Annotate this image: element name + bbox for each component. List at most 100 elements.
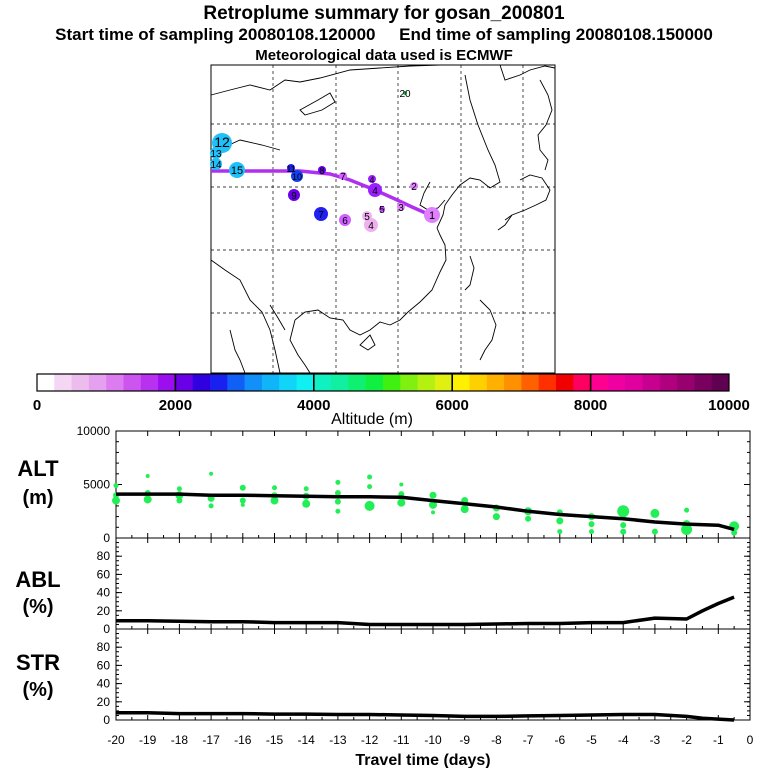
- alt-particle-point: [525, 515, 532, 522]
- y-tick-label: 40: [97, 677, 111, 691]
- map-frame: [210, 64, 556, 374]
- y-tick-label: 0: [103, 713, 110, 727]
- alt-particle-point: [650, 508, 660, 518]
- colorbar-cell: [158, 374, 176, 391]
- colorbar-cell: [504, 374, 522, 391]
- alt-particle-point: [367, 474, 373, 480]
- trajectory-marker-8: [362, 211, 372, 221]
- trajectory-marker-label: 13: [210, 149, 222, 160]
- alt-particle-point: [556, 517, 564, 525]
- x-tick-label: -17: [202, 733, 220, 747]
- panel-ylabel: STR: [16, 650, 60, 675]
- alt-particle-point: [240, 502, 245, 507]
- colorbar-cell: [677, 374, 695, 391]
- trajectory-marker-label: 1: [429, 210, 435, 222]
- colorbar-cell: [37, 374, 55, 391]
- alt-particle-point: [303, 486, 309, 492]
- panel-series-line: [116, 492, 735, 532]
- colorbar-cell: [210, 374, 228, 391]
- colorbar-cell: [625, 374, 643, 391]
- end-time-label: End time of sampling 20080108.150000: [399, 25, 713, 44]
- x-tick-label: -7: [523, 733, 534, 747]
- trajectory-marker-4: [368, 183, 382, 197]
- alt-particle-point: [620, 522, 627, 529]
- x-tick-label: -9: [459, 733, 470, 747]
- colorbar-tick-label: 0: [33, 397, 41, 414]
- alt-particle-point: [302, 499, 311, 508]
- colorbar-tick-label: 10000: [708, 397, 750, 414]
- plume-trajectory: [211, 169, 434, 219]
- y-tick-label: 80: [97, 640, 111, 654]
- y-tick-label: 60: [97, 658, 111, 672]
- trajectory-marker-2: [410, 182, 418, 190]
- alt-particle-point: [557, 529, 563, 535]
- panel-abl: 0 20 40 60 80 ABL (%): [15, 537, 751, 636]
- colorbar-cell: [331, 374, 349, 391]
- colorbar-cell: [417, 374, 436, 391]
- alt-particle-point: [397, 498, 406, 507]
- alt-particle-point: [113, 483, 119, 489]
- colorbar-cell: [71, 374, 90, 391]
- time-series-panels: 0 5000 10000 ALT (m) 0 20 40 60 80 ABL (%) 0 20 40 60 80…: [15, 424, 753, 768]
- trajectory-marker-label: 6: [342, 216, 348, 227]
- colorbar-cell: [556, 374, 574, 391]
- x-tick-label: -6: [554, 733, 565, 747]
- x-tick-label: -10: [424, 733, 442, 747]
- trajectory-marker-10: [339, 172, 347, 180]
- trajectory-marker-11: [314, 207, 328, 221]
- panel-ylabel: ABL: [15, 567, 60, 592]
- y-tick-label: 20: [97, 695, 111, 709]
- x-tick-label: -2: [681, 733, 692, 747]
- alt-particle-point: [588, 521, 595, 528]
- colorbar-cell: [590, 374, 609, 391]
- colorbar-cell: [434, 374, 453, 391]
- colorbar-cell: [296, 374, 315, 391]
- colorbar-cell: [175, 374, 194, 391]
- colorbar-tick-label: 2000: [159, 397, 192, 414]
- colorbar-cell: [659, 374, 678, 391]
- panel-ylabel: (%): [22, 596, 53, 618]
- trajectory-marker-label: 9: [291, 191, 297, 202]
- trajectory-marker-label: 2: [411, 182, 417, 193]
- panel-frame: [115, 628, 751, 721]
- colorbar-cell: [279, 374, 297, 391]
- trajectory-marker-label: 11: [286, 164, 295, 174]
- trajectory-marker-13: [288, 189, 300, 201]
- alt-particle-point: [364, 500, 375, 511]
- alt-particle-point: [620, 528, 627, 535]
- alt-particle-point: [143, 495, 152, 504]
- start-time-label: Start time of sampling 20080108.120000: [55, 25, 376, 44]
- x-tick-label: -4: [618, 733, 629, 747]
- trajectory-marker-label: 15: [231, 165, 243, 177]
- trajectory-marker-label: 14: [210, 160, 222, 171]
- x-tick-label: -12: [361, 733, 379, 747]
- x-tick-label: -13: [329, 733, 347, 747]
- y-tick-label: 20: [97, 604, 111, 618]
- x-axis-label: Travel time (days): [355, 752, 490, 768]
- alt-particle-point: [335, 508, 341, 514]
- colorbar-cell: [694, 374, 713, 391]
- trajectory-marker-5: [379, 206, 385, 212]
- colorbar-cell: [607, 374, 626, 391]
- colorbar-cell: [573, 374, 591, 391]
- alt-particle-point: [431, 510, 435, 515]
- colorbar-cell: [521, 374, 540, 391]
- alt-particle-point: [239, 484, 246, 491]
- x-tick-label: -11: [393, 733, 410, 747]
- colorbar-cell: [400, 374, 418, 391]
- trajectory-marker-label: 7: [340, 172, 346, 183]
- trajectory-marker-label: 12: [214, 134, 230, 150]
- colorbar-cell: [365, 374, 384, 391]
- x-tick-label: -15: [266, 733, 284, 747]
- alt-particle-point: [334, 490, 341, 497]
- alt-particle-point: [589, 529, 594, 535]
- colorbar-cell: [261, 374, 280, 391]
- colorbar-ticks: 0 2000 4000 6000 8000 10000: [33, 374, 750, 414]
- x-tick-label: -18: [171, 733, 189, 747]
- trajectory-marker-label: 10: [292, 172, 302, 182]
- alt-particle-point: [731, 529, 738, 536]
- met-data-label: Meteorological data used is ECMWF: [255, 47, 513, 64]
- colorbar-frame: [36, 373, 730, 392]
